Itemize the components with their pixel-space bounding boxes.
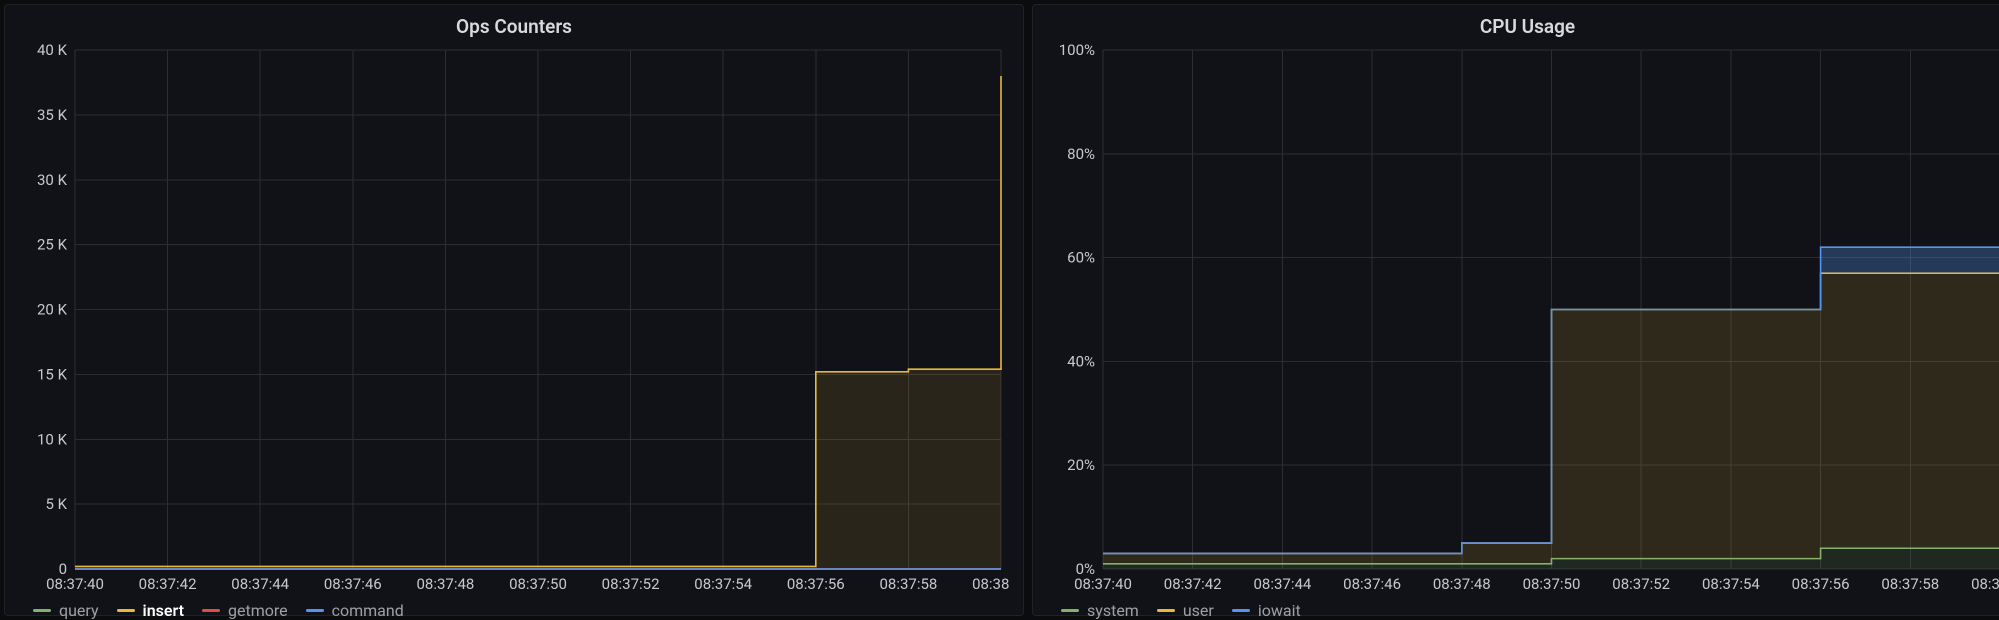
- panel-title-cpu: CPU Usage: [1033, 5, 1999, 44]
- svg-text:08:38:00: 08:38:00: [1971, 575, 1999, 593]
- svg-text:08:37:54: 08:37:54: [694, 575, 752, 593]
- legend-swatch-icon: [1157, 609, 1175, 612]
- svg-text:08:37:48: 08:37:48: [1433, 575, 1491, 593]
- svg-text:08:37:42: 08:37:42: [139, 575, 197, 593]
- legend-item-iowait[interactable]: iowait: [1232, 601, 1301, 620]
- panel-ops-counters: Ops Counters 05 K10 K15 K20 K25 K30 K35 …: [4, 4, 1024, 616]
- panel-title-ops: Ops Counters: [5, 5, 1023, 44]
- svg-text:60%: 60%: [1067, 249, 1095, 267]
- legend-cpu: system user iowait: [1033, 595, 1999, 620]
- legend-swatch-icon: [117, 609, 135, 612]
- legend-label: query: [59, 601, 99, 620]
- legend-item-query[interactable]: query: [33, 601, 99, 620]
- svg-text:30 K: 30 K: [37, 171, 68, 189]
- svg-text:08:37:46: 08:37:46: [324, 575, 382, 593]
- svg-text:40 K: 40 K: [37, 44, 68, 59]
- svg-text:08:37:44: 08:37:44: [1253, 575, 1311, 593]
- svg-text:08:37:46: 08:37:46: [1343, 575, 1401, 593]
- svg-text:08:37:52: 08:37:52: [1612, 575, 1670, 593]
- legend-swatch-icon: [33, 609, 51, 612]
- svg-text:80%: 80%: [1067, 145, 1095, 163]
- svg-text:08:37:50: 08:37:50: [1523, 575, 1581, 593]
- svg-text:40%: 40%: [1067, 352, 1095, 370]
- svg-text:08:37:40: 08:37:40: [46, 575, 104, 593]
- svg-text:08:38:00: 08:38:00: [972, 575, 1009, 593]
- svg-text:15 K: 15 K: [37, 365, 68, 383]
- svg-text:08:37:50: 08:37:50: [509, 575, 567, 593]
- svg-text:25 K: 25 K: [37, 236, 68, 254]
- svg-text:08:37:58: 08:37:58: [879, 575, 937, 593]
- svg-text:08:37:44: 08:37:44: [231, 575, 289, 593]
- legend-item-command[interactable]: command: [306, 601, 404, 620]
- chart-svg-cpu: 0%20%40%60%80%100%08:37:4008:37:4208:37:…: [1047, 44, 1999, 595]
- legend-label: getmore: [228, 601, 288, 620]
- legend-label: system: [1087, 601, 1139, 620]
- svg-text:10 K: 10 K: [37, 430, 68, 448]
- svg-text:35 K: 35 K: [37, 106, 68, 124]
- svg-text:08:37:40: 08:37:40: [1074, 575, 1132, 593]
- svg-text:08:37:42: 08:37:42: [1164, 575, 1222, 593]
- legend-label: command: [332, 601, 404, 620]
- legend-item-getmore[interactable]: getmore: [202, 601, 288, 620]
- legend-swatch-icon: [1232, 609, 1250, 612]
- dashboard: Ops Counters 05 K10 K15 K20 K25 K30 K35 …: [0, 0, 1999, 620]
- chart-svg-ops: 05 K10 K15 K20 K25 K30 K35 K40 K08:37:40…: [19, 44, 1009, 595]
- chart-cpu[interactable]: 0%20%40%60%80%100%08:37:4008:37:4208:37:…: [1033, 44, 1999, 595]
- legend-swatch-icon: [306, 609, 324, 612]
- svg-text:08:37:56: 08:37:56: [1792, 575, 1850, 593]
- legend-label: user: [1183, 601, 1214, 620]
- svg-text:100%: 100%: [1059, 44, 1095, 59]
- legend-label: insert: [143, 601, 184, 620]
- svg-text:08:37:58: 08:37:58: [1881, 575, 1939, 593]
- legend-item-system[interactable]: system: [1061, 601, 1139, 620]
- svg-text:08:37:56: 08:37:56: [787, 575, 845, 593]
- svg-text:20%: 20%: [1067, 456, 1095, 474]
- chart-ops[interactable]: 05 K10 K15 K20 K25 K30 K35 K40 K08:37:40…: [5, 44, 1023, 595]
- svg-text:08:37:48: 08:37:48: [416, 575, 474, 593]
- legend-label: iowait: [1258, 601, 1301, 620]
- legend-swatch-icon: [1061, 609, 1079, 612]
- legend-item-insert[interactable]: insert: [117, 601, 184, 620]
- svg-text:08:37:54: 08:37:54: [1702, 575, 1760, 593]
- svg-text:5 K: 5 K: [45, 495, 67, 513]
- svg-text:08:37:52: 08:37:52: [602, 575, 660, 593]
- panel-cpu-usage: CPU Usage 0%20%40%60%80%100%08:37:4008:3…: [1032, 4, 1999, 616]
- legend-swatch-icon: [202, 609, 220, 612]
- legend-item-user[interactable]: user: [1157, 601, 1214, 620]
- legend-ops: query insert getmore command: [5, 595, 1023, 620]
- svg-text:20 K: 20 K: [37, 301, 68, 319]
